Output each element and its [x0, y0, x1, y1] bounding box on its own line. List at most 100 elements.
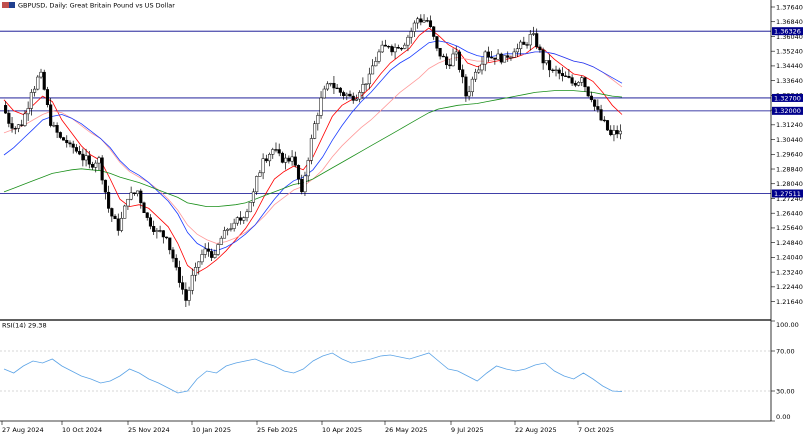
- price-tick-label: 1.24840: [776, 239, 803, 247]
- candle-body: [71, 143, 75, 148]
- moving-average-pink: [3, 51, 623, 244]
- candle-body: [158, 230, 162, 232]
- candle-body: [586, 86, 590, 97]
- candle-body: [615, 130, 619, 135]
- candle-body: [33, 88, 37, 93]
- candle-body: [473, 71, 478, 80]
- price-axis-ticks: 1.37640 1.36840 1.36040 1.35240 1.34440 1.336…: [771, 3, 803, 306]
- candle-body: [319, 97, 323, 116]
- candle-body: [255, 176, 259, 193]
- candle-body: [370, 65, 375, 75]
- candle-body: [187, 290, 191, 301]
- candle-body: [548, 60, 552, 71]
- time-tick-label: 25 Feb 2025: [257, 426, 297, 434]
- candle-body: [261, 158, 265, 174]
- candle-body: [544, 60, 548, 64]
- candle-body: [229, 228, 233, 230]
- candle-body: [248, 202, 252, 213]
- candle-body: [219, 237, 223, 245]
- horizontal-lines: [0, 30, 771, 194]
- candle-body: [97, 157, 101, 164]
- price-tick-label: 1.28840: [776, 165, 803, 173]
- candle-body: [538, 46, 542, 51]
- price-tick-label: 1.33640: [776, 77, 803, 85]
- candle-body: [81, 153, 85, 161]
- candle-body: [164, 236, 169, 239]
- candle-body: [573, 82, 577, 86]
- candle-body: [280, 152, 284, 163]
- candle-body: [470, 78, 474, 93]
- price-tick-label: 1.34440: [776, 62, 803, 70]
- candle-body: [338, 87, 342, 93]
- candle-body: [342, 92, 346, 97]
- candle-body: [242, 217, 246, 221]
- candle-body: [267, 154, 272, 162]
- candle-body: [45, 89, 50, 106]
- candle-body: [145, 212, 149, 218]
- time-tick-label: 9 Jul 2025: [451, 426, 484, 434]
- candle-body: [313, 123, 317, 139]
- candle-body: [94, 162, 98, 168]
- candle-body: [296, 165, 301, 180]
- rsi-axis-ticks: 100.00 70.00 30.00 0.00: [771, 320, 799, 422]
- candle-body: [528, 34, 532, 46]
- price-tick-label: 1.24040: [776, 254, 803, 262]
- candle-body: [570, 77, 574, 84]
- candle-body: [13, 128, 17, 130]
- candle-body: [203, 248, 207, 255]
- candle-body: [58, 132, 62, 138]
- candle-body: [515, 48, 519, 53]
- candle-body: [132, 192, 136, 195]
- candle-body: [409, 31, 413, 38]
- level-badges: 1.36326 1.32700 1.32000 1.27511: [772, 27, 803, 198]
- candle-body: [422, 20, 426, 23]
- candle-body: [116, 218, 120, 231]
- candle-body: [519, 41, 523, 50]
- candle-body: [419, 18, 423, 23]
- candle-body: [49, 104, 53, 126]
- candle-body: [364, 83, 368, 85]
- candle-body: [390, 46, 394, 53]
- candle-body: [226, 229, 230, 231]
- candle-body: [148, 217, 153, 227]
- candle-body: [477, 69, 481, 73]
- candle-body: [52, 125, 56, 127]
- moving-average-blue: [3, 40, 623, 252]
- candle-body: [541, 49, 545, 64]
- price-tick-label: 1.22440: [776, 283, 803, 291]
- candle-body: [496, 53, 500, 60]
- candle-body: [506, 55, 510, 58]
- price-tick-label: 1.36840: [776, 18, 803, 26]
- candle-body: [531, 33, 536, 35]
- candle-body: [113, 215, 117, 220]
- candle-body: [74, 147, 78, 152]
- candle-body: [193, 267, 198, 276]
- candle-body: [451, 53, 455, 67]
- candle-body: [274, 149, 278, 151]
- candle-body: [174, 257, 178, 268]
- candle-body: [26, 108, 30, 115]
- candle-body: [593, 99, 597, 107]
- candle-body: [380, 44, 384, 53]
- candle-body: [23, 113, 27, 126]
- candle-body: [461, 69, 465, 78]
- candle-body: [480, 63, 484, 71]
- candle-body: [486, 51, 490, 58]
- candle-body: [396, 47, 400, 49]
- candle-body: [554, 69, 558, 71]
- candle-body: [303, 175, 307, 193]
- candle-body: [139, 190, 143, 204]
- candle-body: [306, 160, 310, 177]
- candle-body: [583, 77, 587, 88]
- rsi-line: [3, 352, 623, 394]
- price-tick-label: 1.21640: [776, 298, 803, 306]
- candle-body: [123, 205, 127, 219]
- candle-body: [29, 92, 33, 109]
- candle-body: [190, 274, 194, 291]
- candle-body: [10, 123, 14, 129]
- rsi-series-line: [3, 352, 623, 394]
- candle-body: [309, 138, 313, 161]
- candle-body: [361, 84, 365, 93]
- candle-body: [509, 57, 513, 59]
- time-tick-label: 10 Apr 2025: [322, 426, 362, 434]
